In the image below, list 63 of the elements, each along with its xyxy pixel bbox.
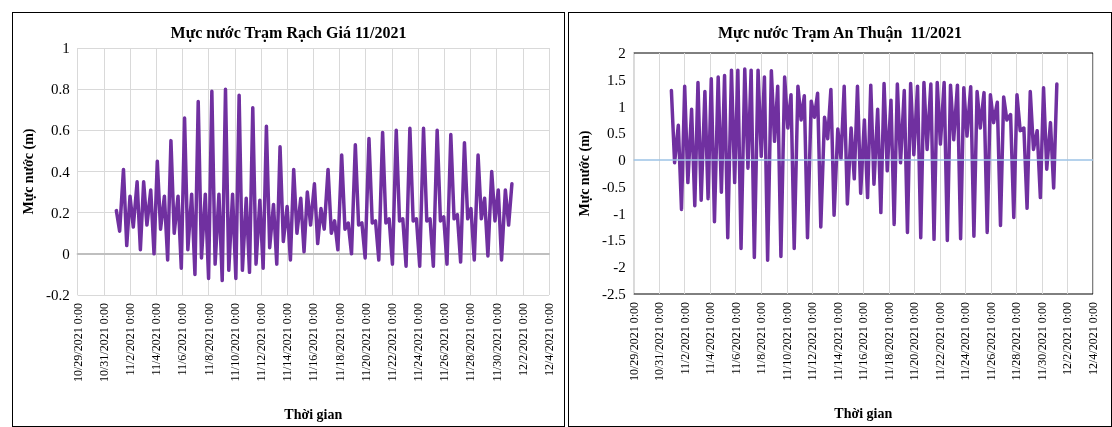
x-tick-label: 11/22/2021 0:00	[932, 302, 947, 381]
y-tick-label: -0.2	[45, 287, 70, 303]
x-tick-label: 11/16/2021 0:00	[306, 303, 321, 382]
x-tick-label: 11/28/2021 0:00	[463, 303, 478, 382]
x-tick-label: 11/2/2021 0:00	[123, 303, 138, 376]
x-tick-label: 11/2/2021 0:00	[677, 302, 692, 375]
x-tick-label: 10/29/2021 0:00	[626, 302, 641, 382]
x-tick-label: 11/10/2021 0:00	[779, 302, 794, 381]
y-tick-label: 0	[62, 245, 70, 262]
x-tick-label: 11/26/2021 0:00	[983, 302, 998, 381]
x-tick-label: 11/28/2021 0:00	[1009, 302, 1024, 381]
y-tick-label: 0.5	[606, 125, 626, 142]
x-tick-label: 11/16/2021 0:00	[856, 302, 871, 381]
x-tick-label: 11/30/2021 0:00	[489, 303, 504, 382]
x-tick-label: 11/6/2021 0:00	[728, 302, 743, 375]
x-tick-label: 10/31/2021 0:00	[652, 302, 667, 382]
x-axis-title: Thời gian	[834, 405, 893, 421]
x-tick-label: 11/12/2021 0:00	[253, 303, 268, 382]
x-tick-label: 11/22/2021 0:00	[384, 303, 399, 382]
y-tick-label: -2.5	[601, 286, 626, 302]
y-tick-label: 0.2	[50, 204, 70, 221]
y-tick-label: 0.6	[50, 122, 71, 139]
chart-title: Mực nước Trạm An Thuận 11/2021	[717, 23, 963, 42]
y-tick-label: 2	[618, 45, 626, 61]
y-tick-label: 1	[62, 40, 70, 56]
x-tick-label: 11/4/2021 0:00	[703, 302, 718, 375]
y-tick-label: -1	[613, 205, 626, 222]
y-tick-label: 0.8	[50, 81, 70, 98]
x-tick-label: 11/20/2021 0:00	[907, 302, 922, 381]
x-tick-label: 12/4/2021 0:00	[1086, 302, 1100, 376]
y-axis-title: Mực nước (m)	[20, 128, 37, 215]
x-tick-label: 11/8/2021 0:00	[201, 303, 216, 376]
x-tick-label: 11/24/2021 0:00	[958, 302, 973, 381]
x-tick-label: 11/14/2021 0:00	[830, 302, 845, 381]
x-tick-label: 11/12/2021 0:00	[805, 302, 820, 381]
x-tick-label: 11/8/2021 0:00	[754, 302, 769, 375]
y-tick-label: 1.5	[606, 71, 626, 88]
x-axis-title: Thời gian	[284, 406, 343, 422]
x-tick-label: 11/14/2021 0:00	[280, 303, 295, 382]
x-tick-label: 11/10/2021 0:00	[227, 303, 242, 382]
x-tick-label: 12/4/2021 0:00	[542, 303, 556, 377]
y-tick-label: -0.5	[601, 178, 626, 195]
x-tick-label: 11/6/2021 0:00	[175, 303, 190, 376]
x-tick-label: 11/30/2021 0:00	[1034, 302, 1049, 381]
y-tick-label: 0.4	[50, 163, 71, 180]
chart-title: Mực nước Trạm Rạch Giá 11/2021	[170, 23, 407, 42]
x-tick-label: 11/18/2021 0:00	[881, 302, 896, 381]
y-tick-label: -2	[613, 259, 626, 276]
x-tick-label: 12/2/2021 0:00	[515, 303, 530, 377]
line-series	[114, 87, 514, 283]
y-axis-title: Mực nước (m)	[576, 130, 593, 217]
x-tick-label: 11/24/2021 0:00	[411, 303, 426, 382]
x-tick-label: 11/26/2021 0:00	[437, 303, 452, 382]
line-series	[669, 67, 1059, 263]
y-tick-label: -1.5	[601, 232, 626, 249]
x-tick-label: 12/2/2021 0:00	[1060, 302, 1075, 376]
x-tick-label: 10/31/2021 0:00	[96, 303, 111, 383]
x-tick-label: 11/18/2021 0:00	[332, 303, 347, 382]
y-tick-label: 0	[618, 152, 626, 169]
x-tick-label: 10/29/2021 0:00	[70, 303, 85, 383]
y-tick-label: 1	[618, 98, 626, 115]
x-tick-label: 11/4/2021 0:00	[149, 303, 164, 376]
x-tick-label: 11/20/2021 0:00	[358, 303, 373, 382]
